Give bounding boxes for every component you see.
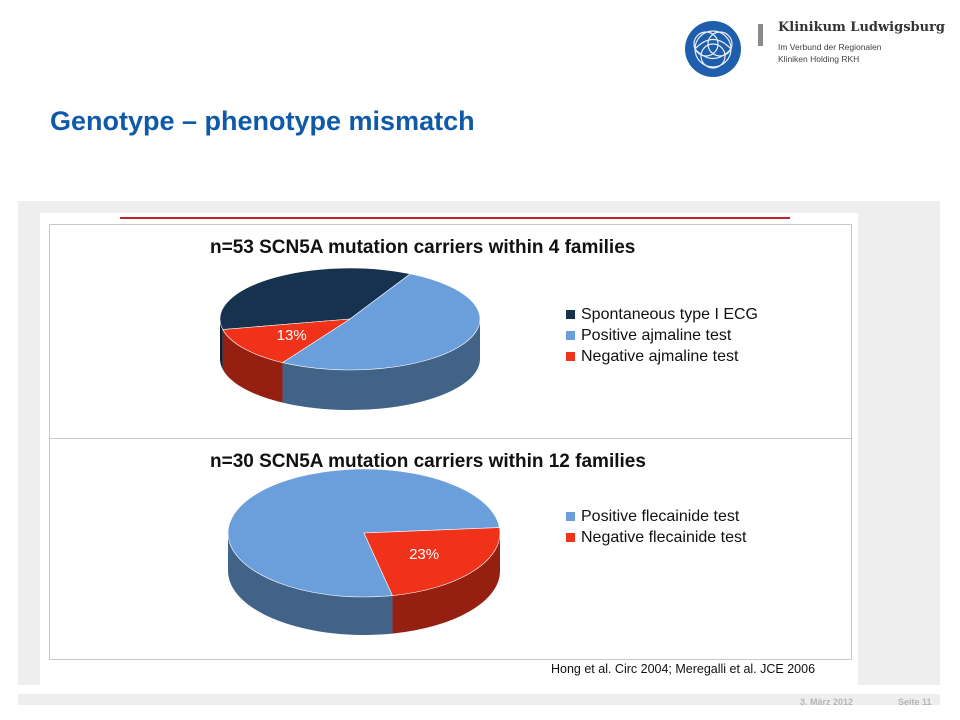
pie-bot-legend-swatch-0 xyxy=(566,512,575,521)
pie-top-legend-swatch-0 xyxy=(566,310,575,319)
logo-subtitle-1: Im Verbund der Regionalen xyxy=(778,42,882,52)
chart-divider xyxy=(49,438,851,439)
pie-top-legend-swatch-1 xyxy=(566,331,575,340)
pie-top-legend-swatch-2 xyxy=(566,352,575,361)
pie-top-legend-item-2: Negative ajmaline test xyxy=(566,346,758,367)
pie-bot-legend-item-1: Negative flecainide test xyxy=(566,527,746,548)
pie-top-legend-label-1: Positive ajmaline test xyxy=(581,326,732,344)
red-rule xyxy=(120,217,790,219)
logo-emblem-icon xyxy=(685,21,741,77)
footer-date: 3. März 2012 xyxy=(800,697,854,707)
logo-name: Klinikum Ludwigsburg xyxy=(778,20,946,35)
chart-title-flecainide: n=30 SCN5A mutation carriers within 12 f… xyxy=(210,451,646,472)
logo-subtitle-2: Kliniken Holding RKH xyxy=(778,54,860,64)
pie-bot-legend-label-0: Positive flecainide test xyxy=(581,507,740,525)
pie-top-legend-label-2: Negative ajmaline test xyxy=(581,347,739,365)
pie-bot-legend-item-0: Positive flecainide test xyxy=(566,506,746,527)
pie-top-legend-label-0: Spontaneous type I ECG xyxy=(581,305,758,323)
hospital-logo: Klinikum Ludwigsburg Im Verbund der Regi… xyxy=(682,18,945,80)
legend-flecainide: Positive flecainide test Negative flecain… xyxy=(566,506,746,548)
pie-top-legend-item-1: Positive ajmaline test xyxy=(566,325,758,346)
chart-frame xyxy=(49,224,852,660)
pie-bot-legend-label-1: Negative flecainide test xyxy=(581,528,747,546)
chart-title-ajmaline: n=53 SCN5A mutation carriers within 4 fa… xyxy=(210,237,636,258)
logo-divider xyxy=(758,24,763,46)
content-stripe xyxy=(18,685,940,694)
footer-page-number: Seite 11 xyxy=(898,697,932,707)
citation: Hong et al. Circ 2004; Meregalli et al. … xyxy=(551,662,816,676)
legend-ajmaline: Spontaneous type I ECG Positive ajmaline … xyxy=(566,304,758,367)
slide-title: Genotype – phenotype mismatch xyxy=(50,106,475,136)
pie-bot-legend-swatch-1 xyxy=(566,533,575,542)
pie-top-legend-item-0: Spontaneous type I ECG xyxy=(566,304,758,325)
